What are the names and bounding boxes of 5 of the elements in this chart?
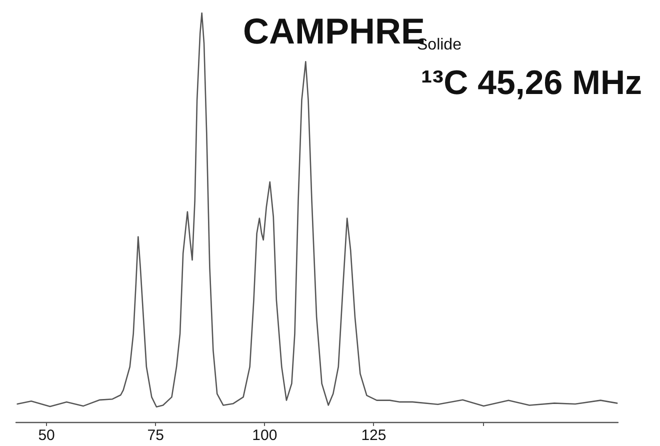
annotation: ¹³C 45,26 MHz: [420, 64, 642, 102]
x-tick-label: 75: [147, 427, 164, 444]
x-tick-label: 125: [361, 427, 386, 444]
x-tick-label: 50: [38, 427, 55, 444]
x-tick-label: 100: [252, 427, 278, 444]
